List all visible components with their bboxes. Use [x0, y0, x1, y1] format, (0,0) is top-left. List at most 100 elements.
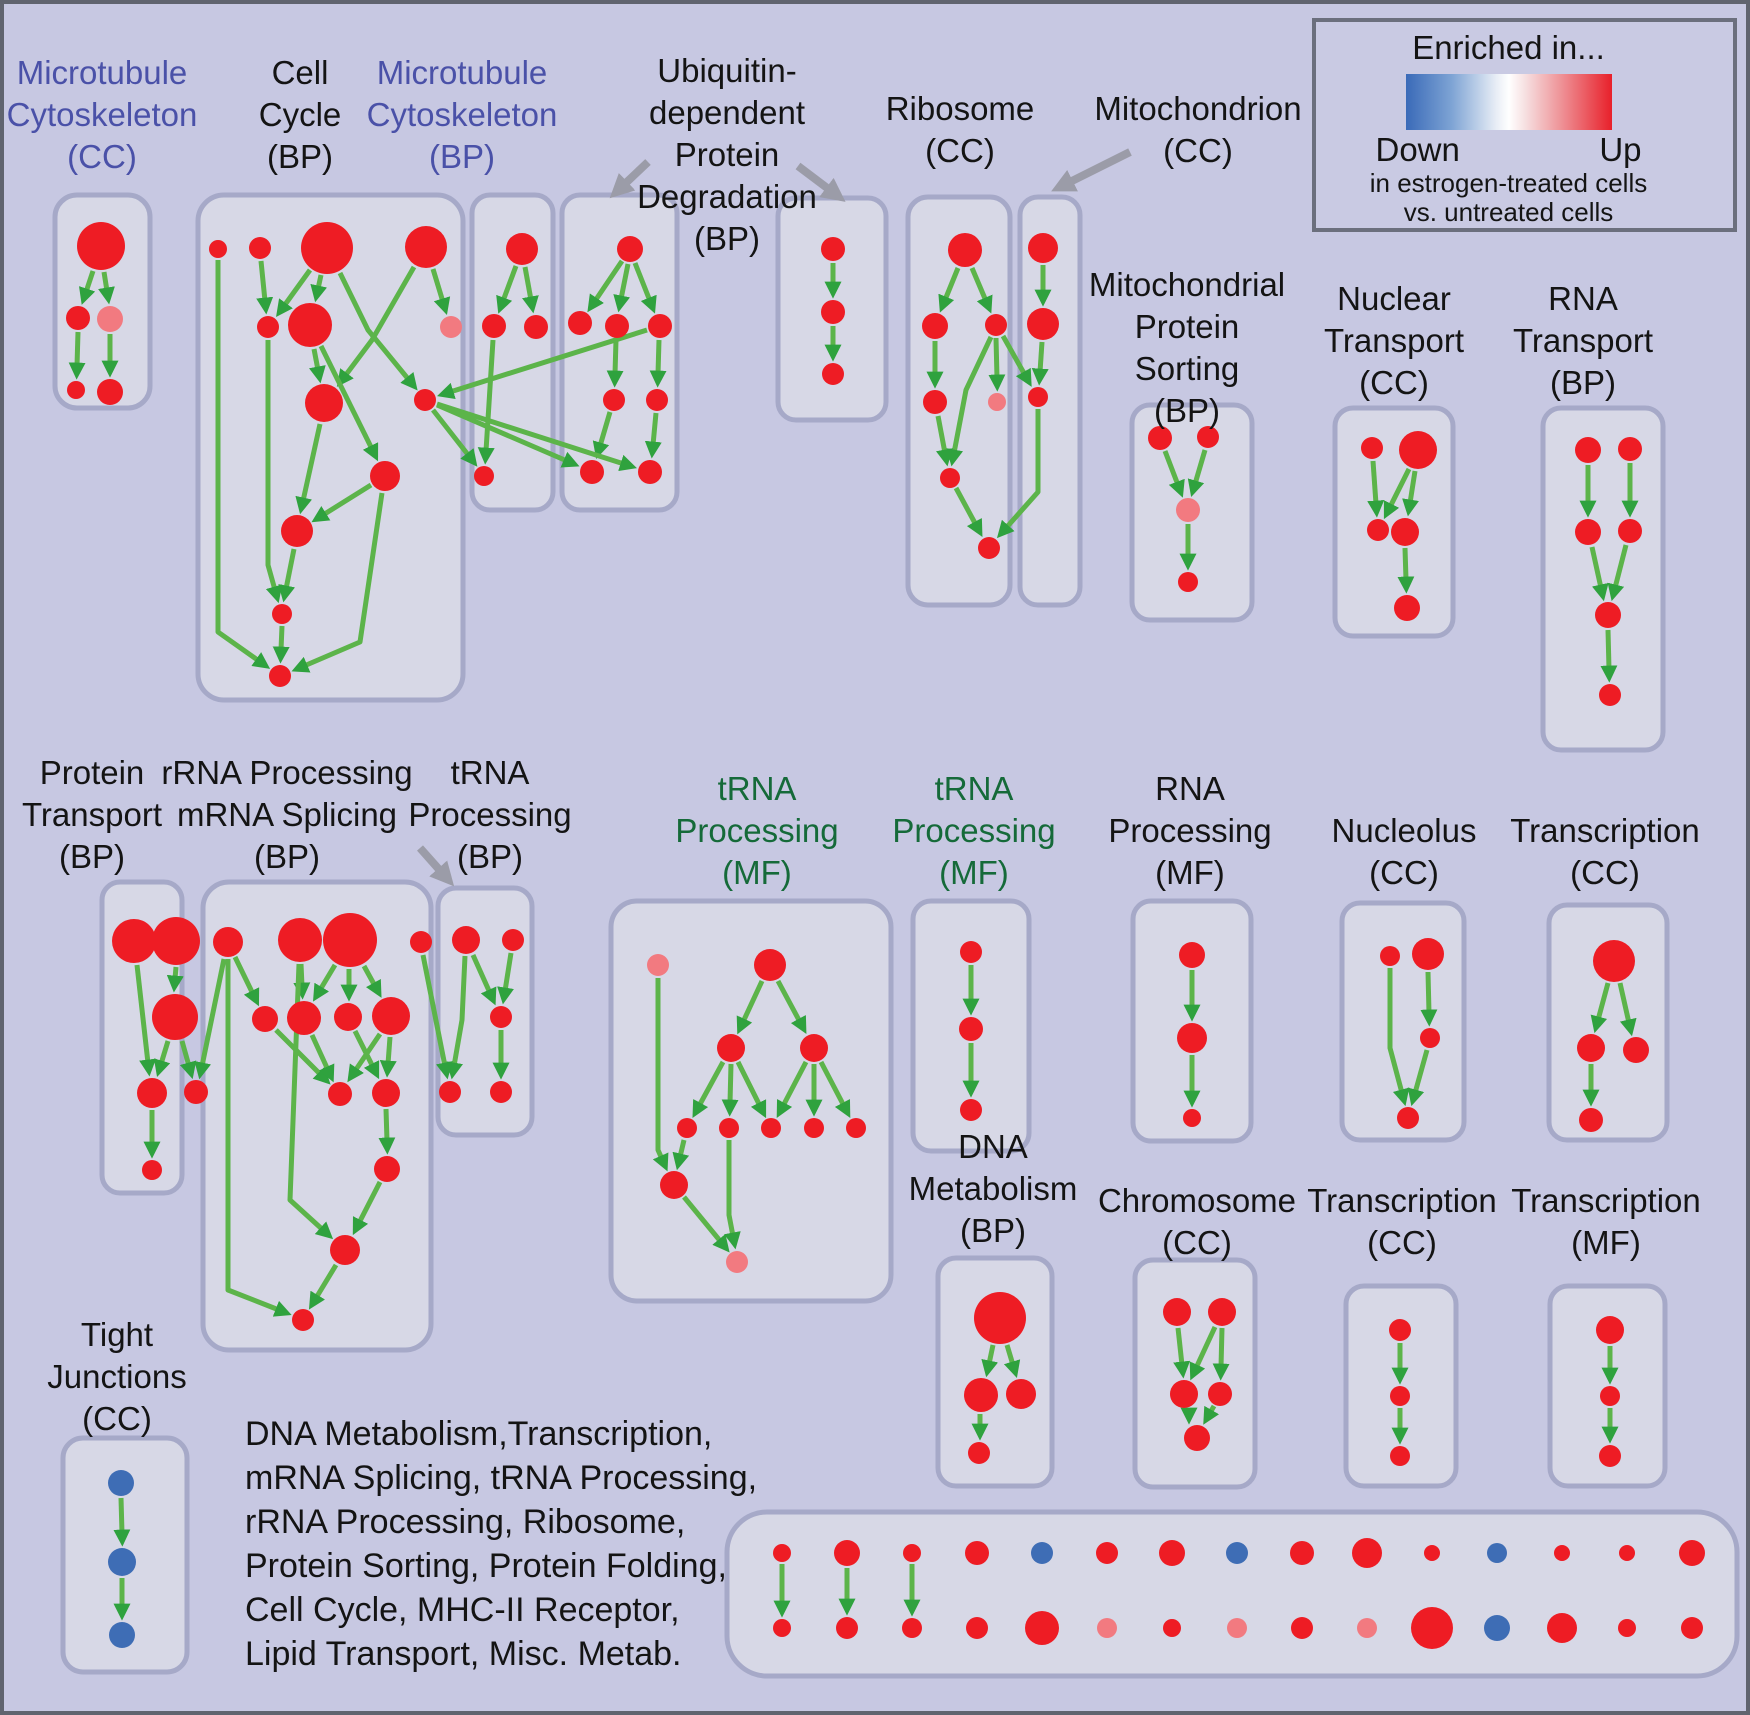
node-protein-transport-br — [152, 917, 200, 965]
node-multi-strip-t6 — [1096, 1542, 1118, 1564]
node-transcription-cc-b-a — [1389, 1319, 1411, 1341]
node-trna-mf-a-b2 — [719, 1118, 739, 1138]
edge — [1397, 547, 1415, 594]
edge — [311, 482, 373, 523]
node-transcription-mf-a — [1596, 1316, 1624, 1344]
edge — [347, 1032, 383, 1083]
edge — [1387, 968, 1410, 1107]
node-ubiquitin-a-ml — [568, 311, 592, 335]
node-multi-strip-t10 — [1352, 1538, 1382, 1568]
node-cell-cycle-c3 — [405, 226, 447, 268]
node-chromosome-ml — [1170, 1380, 1198, 1408]
node-cell-cycle-c12 — [269, 665, 291, 687]
node-cell-cycle-c11 — [272, 604, 292, 624]
edge — [477, 339, 496, 465]
node-dna-metabolism-ml — [964, 1378, 998, 1412]
node-microtubule-cc-d — [67, 381, 85, 399]
node-trna-mf-a-b4 — [804, 1118, 824, 1138]
edge — [215, 260, 271, 669]
node-trna-mf-a-bot — [726, 1251, 748, 1273]
node-trna-mf-a-b5 — [846, 1118, 866, 1138]
edge — [336, 265, 417, 387]
node-tight-junctions-b — [108, 1548, 136, 1576]
node-rrna-mrna-lower — [330, 1235, 360, 1265]
edge — [153, 1040, 171, 1078]
node-trna-mf-a-b1 — [677, 1118, 697, 1138]
edge — [166, 966, 184, 993]
node-rna-transport-tl — [1575, 437, 1601, 463]
node-tight-junctions-c — [109, 1622, 135, 1648]
cluster-box-transcription-cc-b — [1343, 1283, 1459, 1489]
legend-subtitle-1: in estrogen-treated cells — [1369, 168, 1648, 198]
edge — [68, 331, 86, 380]
legend-content: Enriched in... Down Up in estrogen-treat… — [1300, 29, 1717, 227]
node-nucleolus-s — [1380, 946, 1400, 966]
edge — [1000, 334, 1032, 387]
node-trna-bp-tt1 — [452, 926, 480, 954]
cluster-box-chromosome — [1132, 1257, 1258, 1490]
node-cell-cycle-c4 — [257, 316, 279, 338]
edge — [818, 1060, 851, 1119]
edge — [287, 963, 334, 1240]
misc-terms-text: DNA Metabolism,Transcription, mRNA Splic… — [245, 1415, 758, 1673]
node-multi-strip-t9 — [1290, 1541, 1314, 1565]
node-ribosome-ml — [922, 313, 948, 339]
edge — [775, 979, 807, 1034]
node-chromosome-tr — [1208, 1298, 1236, 1326]
edge — [232, 955, 260, 1007]
node-nucleolus-b — [1412, 938, 1444, 970]
node-microtubule-cc-b — [66, 306, 90, 330]
edge — [194, 958, 227, 1080]
edge — [291, 492, 385, 673]
node-rrna-mrna-t2 — [278, 918, 322, 962]
node-ubiquitin-a-b2 — [638, 460, 662, 484]
edge — [274, 1028, 331, 1085]
edge — [522, 266, 539, 314]
edge — [935, 415, 953, 467]
legend-up-label: Up — [1599, 131, 1642, 168]
edge — [352, 1180, 383, 1236]
edge — [378, 1108, 396, 1155]
node-cell-cycle-c0 — [209, 240, 227, 258]
node-nuclear-transport-mr — [1391, 518, 1419, 546]
edge — [649, 339, 667, 388]
callout-arrow — [609, 159, 651, 199]
cluster-box-nucleolus — [1339, 900, 1467, 1143]
edge — [272, 625, 290, 664]
node-multi-strip-t12 — [1487, 1543, 1507, 1563]
edge — [1203, 1404, 1220, 1425]
node-cell-cycle-c1 — [249, 237, 271, 259]
legend-scale: Down Up — [1376, 131, 1642, 169]
node-cell-cycle-c10 — [281, 515, 313, 547]
edge — [470, 953, 497, 1006]
node-cell-cycle-c7 — [305, 384, 343, 422]
node-protein-transport-b — [142, 1160, 162, 1180]
edge — [361, 964, 382, 998]
legend-gradient-bar — [1405, 74, 1612, 130]
node-trna-bp-tt2 — [502, 929, 524, 951]
cluster-box-transcription-cc-a — [1546, 902, 1670, 1143]
node-mito-sorting-p — [1176, 498, 1200, 522]
edge — [446, 955, 468, 1080]
node-multi-strip-t14 — [1619, 1545, 1635, 1561]
node-rrna-mrna-l1 — [328, 1082, 352, 1106]
node-dna-metabolism-mr — [1006, 1379, 1036, 1409]
callout-arrow — [795, 162, 846, 202]
edge — [276, 268, 313, 318]
node-mitochondrion-m — [1027, 308, 1059, 340]
node-multi-strip-t11 — [1424, 1545, 1440, 1561]
node-dna-metabolism-bot — [968, 1442, 990, 1464]
node-transcription-cc-a-big — [1593, 940, 1635, 982]
node-multi-strip-t3 — [903, 1544, 921, 1562]
node-multi-strip-t4 — [965, 1541, 989, 1565]
node-rna-transport-mr — [1618, 519, 1642, 543]
node-microtubule-cc-a — [77, 222, 125, 270]
edge — [113, 1497, 131, 1547]
edge — [225, 959, 292, 1317]
node-nucleolus-m — [1420, 1028, 1440, 1048]
node-microtubule-bp-d — [474, 466, 494, 486]
node-multi-strip-u11 — [1411, 1607, 1453, 1649]
node-protein-transport-bl — [112, 919, 156, 963]
edge — [1187, 449, 1208, 498]
edge — [1407, 1049, 1430, 1107]
